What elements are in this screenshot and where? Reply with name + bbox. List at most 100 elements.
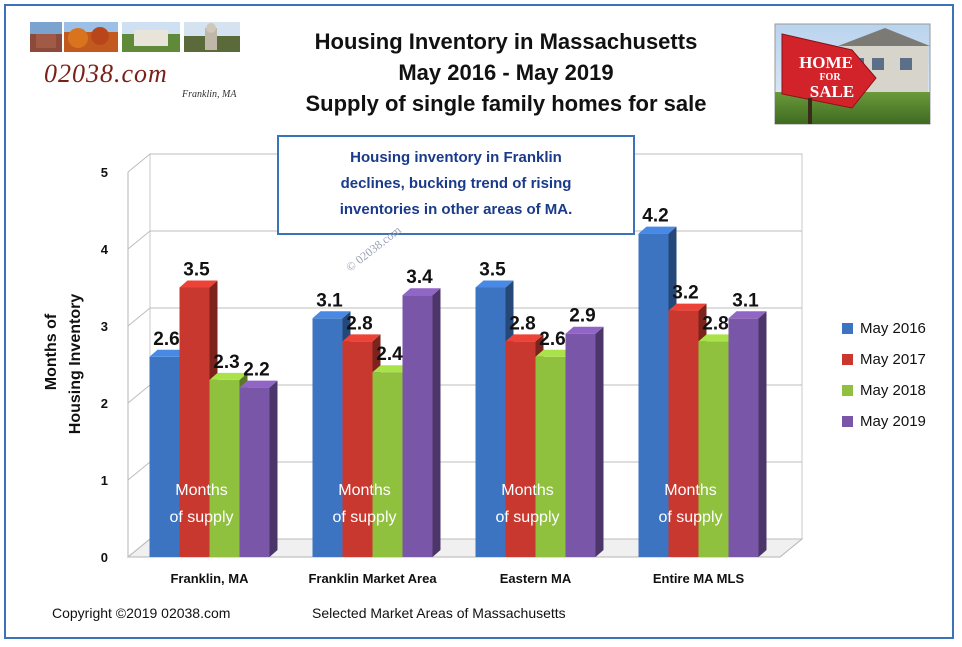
- legend-swatch: [842, 385, 853, 396]
- inner-label-months: Months: [338, 482, 390, 499]
- inner-label-of-supply: of supply: [495, 509, 559, 526]
- bar: [179, 287, 210, 557]
- bar: [505, 341, 536, 557]
- bar-top: [535, 349, 574, 357]
- data-label: 2.4: [376, 344, 403, 365]
- bar-top: [668, 303, 707, 311]
- legend-swatch: [842, 416, 853, 427]
- y-tick-label: 1: [101, 473, 108, 488]
- footer-copyright: Copyright ©2019 02038.com: [52, 605, 230, 621]
- bar-top: [342, 334, 381, 342]
- data-label: 3.4: [406, 267, 433, 288]
- bar: [402, 295, 433, 557]
- bar-top: [475, 280, 514, 288]
- data-label: 2.6: [539, 329, 565, 350]
- bar-inner-labels: Months of supply Months of supply Months of s…: [169, 482, 722, 526]
- y-axis-ticks: 0 1 2 3 4 5: [101, 165, 109, 565]
- bar-side: [595, 326, 604, 557]
- data-label: 2.9: [569, 306, 595, 327]
- bar: [342, 341, 373, 557]
- bar: [698, 341, 729, 557]
- bar: [239, 387, 270, 557]
- bar-top: [149, 349, 188, 357]
- inner-label-of-supply: of supply: [332, 509, 396, 526]
- callout-line-1: Housing inventory in Franklin: [350, 149, 562, 166]
- sign-text-home: HOME: [799, 53, 853, 72]
- legend-label: May 2016: [860, 320, 926, 337]
- bar: [565, 333, 596, 557]
- data-label: 2.8: [702, 313, 728, 334]
- bar-top: [698, 334, 737, 342]
- data-label: 3.5: [479, 260, 506, 281]
- bar-top: [402, 288, 441, 296]
- legend-label: May 2017: [860, 351, 926, 368]
- bar: [149, 356, 180, 557]
- y-tick-label: 5: [101, 165, 108, 180]
- logo-text: 02038.com: [44, 59, 168, 88]
- inner-label-months: Months: [664, 482, 716, 499]
- footer-caption: Selected Market Areas of Massachusetts: [312, 605, 566, 621]
- legend-label: May 2018: [860, 382, 926, 399]
- bars: [149, 226, 767, 557]
- x-category-label: Franklin Market Area: [308, 571, 437, 586]
- bar-top: [505, 334, 544, 342]
- title-line-3: Supply of single family homes for sale: [306, 91, 707, 116]
- data-label: 2.8: [509, 313, 535, 334]
- legend-swatch: [842, 354, 853, 365]
- sign-text-for: FOR: [819, 72, 841, 83]
- legend: May 2016 May 2017 May 2018 May 2019: [842, 320, 926, 430]
- data-label: 3.2: [672, 283, 698, 304]
- bar-top: [565, 326, 604, 334]
- y-tick-label: 3: [101, 319, 108, 334]
- bar-top: [728, 311, 767, 319]
- y-axis-label-line-2: Housing Inventory: [67, 294, 84, 435]
- y-tick-label: 0: [101, 550, 108, 565]
- bar: [638, 233, 669, 557]
- sign-text-sale: SALE: [810, 82, 854, 101]
- bar: [668, 310, 699, 557]
- logo: 02038.com Franklin, MA: [30, 22, 240, 100]
- title-line-2: May 2016 - May 2019: [398, 60, 613, 85]
- bar-top: [638, 226, 677, 234]
- inner-label-of-supply: of supply: [658, 509, 722, 526]
- inner-label-of-supply: of supply: [169, 509, 233, 526]
- chart-title: Housing Inventory in Massachusetts May 2…: [306, 29, 707, 116]
- legend-label: May 2019: [860, 413, 926, 430]
- data-label: 2.6: [153, 329, 179, 350]
- bar-top: [312, 311, 351, 319]
- bar-side: [758, 311, 767, 557]
- annotation-callout: Housing inventory in Franklin declines, …: [277, 135, 635, 235]
- title-line-1: Housing Inventory in Massachusetts: [315, 29, 698, 54]
- bar: [475, 287, 506, 557]
- bar-side: [432, 288, 441, 557]
- bar-top: [179, 280, 218, 288]
- data-label: 2.2: [243, 360, 269, 381]
- bar-top: [372, 365, 411, 373]
- bar: [535, 356, 566, 557]
- legend-swatch: [842, 323, 853, 334]
- bar-top: [209, 372, 248, 380]
- x-axis-categories: Franklin, MA Franklin Market Area Eastern …: [170, 571, 744, 586]
- bar-top: [239, 380, 278, 388]
- bar: [312, 318, 343, 557]
- y-tick-label: 2: [101, 396, 108, 411]
- y-tick-label: 4: [101, 242, 109, 257]
- data-label: 3.1: [732, 290, 759, 311]
- inner-label-months: Months: [175, 482, 227, 499]
- logo-photos: [30, 22, 240, 52]
- data-label: 3.5: [183, 260, 210, 281]
- callout-line-2: declines, bucking trend of rising: [341, 175, 572, 192]
- x-category-label: Franklin, MA: [170, 571, 249, 586]
- callout-line-3: inventories in other areas of MA.: [340, 201, 573, 218]
- data-label: 2.8: [346, 313, 372, 334]
- grid-line: [127, 307, 802, 327]
- data-label: 2.3: [213, 352, 239, 373]
- bar: [728, 318, 759, 557]
- data-label: 4.2: [642, 206, 668, 227]
- x-category-label: Eastern MA: [500, 571, 572, 586]
- y-axis-label: Months of Housing Inventory: [43, 294, 84, 435]
- inner-label-months: Months: [501, 482, 553, 499]
- data-label: 3.1: [316, 290, 343, 311]
- bar: [209, 379, 240, 557]
